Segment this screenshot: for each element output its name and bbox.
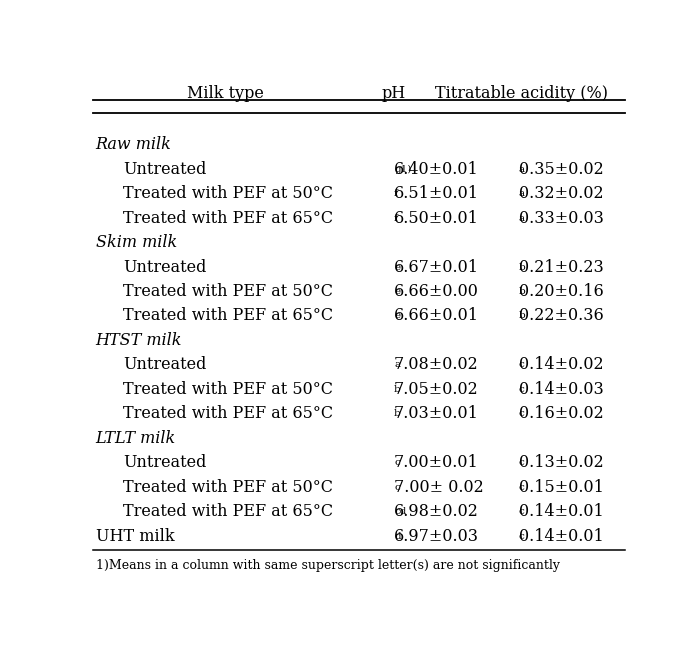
- Text: f: f: [394, 214, 398, 222]
- Text: Treated with PEF at 50°C: Treated with PEF at 50°C: [122, 283, 332, 300]
- Text: Treated with PEF at 65°C: Treated with PEF at 65°C: [122, 210, 333, 226]
- Text: b: b: [519, 311, 526, 320]
- Text: 7.00± 0.02: 7.00± 0.02: [394, 479, 484, 496]
- Text: 0.32±0.02: 0.32±0.02: [519, 185, 603, 202]
- Text: HTST milk: HTST milk: [96, 332, 182, 349]
- Text: c: c: [519, 458, 524, 467]
- Text: cd: cd: [394, 507, 407, 516]
- Text: 0.14±0.01: 0.14±0.01: [519, 528, 603, 545]
- Text: Raw milk: Raw milk: [96, 136, 172, 153]
- Text: 0.16±0.02: 0.16±0.02: [519, 405, 603, 422]
- Text: 6.50±0.01: 6.50±0.01: [394, 210, 479, 226]
- Text: Untreated: Untreated: [122, 259, 206, 275]
- Text: 0.15±0.01: 0.15±0.01: [519, 479, 603, 496]
- Text: a: a: [519, 189, 525, 198]
- Text: 6.97±0.03: 6.97±0.03: [394, 528, 479, 545]
- Text: Treated with PEF at 65°C: Treated with PEF at 65°C: [122, 405, 333, 422]
- Text: b: b: [519, 287, 526, 296]
- Text: 0.21±0.23: 0.21±0.23: [519, 259, 603, 275]
- Text: Treated with PEF at 65°C: Treated with PEF at 65°C: [122, 503, 333, 520]
- Text: e: e: [394, 311, 400, 320]
- Text: Untreated: Untreated: [122, 356, 206, 373]
- Text: g1): g1): [394, 165, 412, 173]
- Text: c: c: [519, 532, 524, 541]
- Text: Untreated: Untreated: [122, 161, 206, 177]
- Text: f: f: [394, 189, 398, 198]
- Text: c: c: [519, 360, 524, 369]
- Text: 7.03±0.01: 7.03±0.01: [394, 405, 479, 422]
- Text: 7.00±0.01: 7.00±0.01: [394, 454, 479, 471]
- Text: Treated with PEF at 65°C: Treated with PEF at 65°C: [122, 307, 333, 324]
- Text: Treated with PEF at 50°C: Treated with PEF at 50°C: [122, 479, 332, 496]
- Text: e: e: [394, 287, 400, 296]
- Text: 0.14±0.03: 0.14±0.03: [519, 381, 603, 398]
- Text: Skim milk: Skim milk: [96, 234, 177, 251]
- Text: a: a: [394, 360, 400, 369]
- Text: 0.35±0.02: 0.35±0.02: [519, 161, 603, 177]
- Text: 1)Means in a column with same superscript letter(s) are not significantly: 1)Means in a column with same superscrip…: [96, 559, 559, 572]
- Text: Untreated: Untreated: [122, 454, 206, 471]
- Text: 0.14±0.01: 0.14±0.01: [519, 503, 603, 520]
- Text: 7.05±0.02: 7.05±0.02: [394, 381, 479, 398]
- Text: c: c: [519, 385, 524, 394]
- Text: 7.08±0.02: 7.08±0.02: [394, 356, 479, 373]
- Text: 0.22±0.36: 0.22±0.36: [519, 307, 603, 324]
- Text: 0.20±0.16: 0.20±0.16: [519, 283, 603, 300]
- Text: 6.66±0.01: 6.66±0.01: [394, 307, 479, 324]
- Text: Treated with PEF at 50°C: Treated with PEF at 50°C: [122, 185, 332, 202]
- Text: d: d: [394, 532, 400, 541]
- Text: 6.51±0.01: 6.51±0.01: [394, 185, 479, 202]
- Text: LTLT milk: LTLT milk: [96, 430, 176, 447]
- Text: c: c: [519, 409, 524, 418]
- Text: 6.67±0.01: 6.67±0.01: [394, 259, 479, 275]
- Text: c: c: [519, 483, 524, 492]
- Text: 6.40±0.01: 6.40±0.01: [394, 161, 479, 177]
- Text: Milk type: Milk type: [188, 85, 265, 103]
- Text: 0.13±0.02: 0.13±0.02: [519, 454, 603, 471]
- Text: Titratable acidity (%): Titratable acidity (%): [435, 85, 608, 103]
- Text: Treated with PEF at 50°C: Treated with PEF at 50°C: [122, 381, 332, 398]
- Text: e: e: [394, 263, 400, 271]
- Text: c: c: [519, 507, 524, 516]
- Text: UHT milk: UHT milk: [96, 528, 174, 545]
- Text: b: b: [394, 385, 401, 394]
- Text: c: c: [394, 458, 400, 467]
- Text: c: c: [394, 483, 400, 492]
- Text: a: a: [519, 165, 525, 173]
- Text: b: b: [519, 263, 526, 271]
- Text: 6.66±0.00: 6.66±0.00: [394, 283, 479, 300]
- Text: 0.14±0.02: 0.14±0.02: [519, 356, 603, 373]
- Text: 0.33±0.03: 0.33±0.03: [519, 210, 603, 226]
- Text: b: b: [394, 409, 401, 418]
- Text: pH: pH: [382, 85, 406, 103]
- Text: a: a: [519, 214, 525, 222]
- Text: 6.98±0.02: 6.98±0.02: [394, 503, 479, 520]
